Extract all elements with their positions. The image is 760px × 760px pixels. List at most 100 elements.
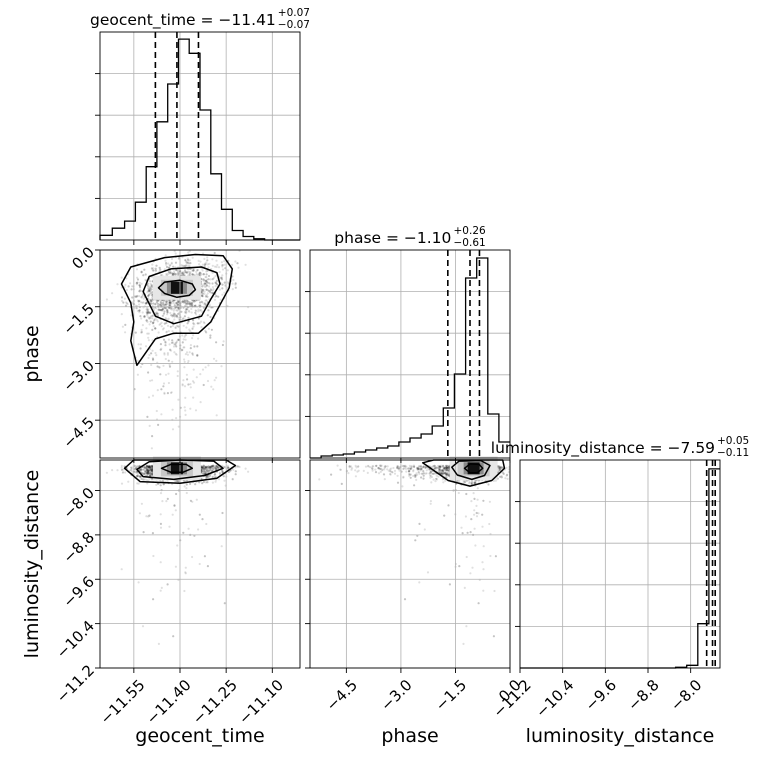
scatter-point [140,317,143,320]
scatter-point [209,334,212,337]
scatter-point [149,298,152,301]
scatter-point [165,262,168,265]
scatter-point [125,288,128,292]
scatter-point [147,371,150,374]
scatter-point [168,306,171,310]
scatter-point [203,282,206,285]
scatter-point [184,566,187,569]
scatter-point [182,317,185,320]
scatter-point [177,338,180,341]
scatter-point [222,475,225,478]
scatter-point [206,295,209,298]
scatter-point [170,314,173,317]
scatter-point [167,271,170,274]
scatter-point [221,343,224,347]
scatter-point [185,271,188,274]
scatter-point [139,288,142,291]
scatter-point [191,337,194,340]
scatter-point [204,295,207,298]
scatter-point [208,304,211,307]
scatter-point [176,301,180,304]
scatter-point [223,602,226,605]
scatter-point [186,322,189,325]
scatter-point [194,483,197,486]
scatter-point [156,302,160,305]
scatter-point [169,348,172,351]
scatter-point [202,288,205,291]
scatter-point [161,308,164,311]
scatter-point [180,310,183,313]
scatter-point [176,370,179,373]
scatter-point [163,392,166,395]
scatter-point [149,379,152,382]
scatter-point [175,345,178,348]
scatter-point [185,487,188,490]
scatter-point [183,315,186,318]
scatter-point [143,466,146,469]
scatter-point [149,286,152,289]
scatter-point [216,279,219,282]
scatter-point [167,338,170,341]
scatter-point [183,385,187,388]
scatter-point [208,282,211,285]
scatter-point [222,340,225,343]
scatter-point [204,285,207,289]
scatter-point [210,328,213,331]
scatter-point [159,301,162,304]
scatter-point [147,356,150,359]
scatter-point [155,409,158,413]
scatter-point [193,345,196,348]
scatter-point [473,513,476,516]
scatter-point [140,331,143,334]
scatter-point [157,423,160,426]
scatter-point [209,466,212,469]
scatter-point [207,266,210,269]
scatter-point [165,307,168,310]
scatter-point [185,373,188,376]
scatter-point [214,464,218,467]
scatter-point [183,299,186,302]
scatter-point [194,309,197,312]
scatter-point [194,304,197,307]
scatter-point [199,274,202,277]
scatter-point [183,358,186,361]
scatter-point [120,296,124,299]
scatter-point [187,258,190,262]
scatter-point [203,282,206,285]
scatter-point [481,561,484,564]
scatter-point [176,300,180,303]
scatter-point [227,466,230,469]
scatter-point [169,303,172,306]
scatter-point [211,282,214,285]
scatter-point [146,311,149,314]
scatter-point [167,317,170,320]
scatter-point [192,269,195,272]
scatter-point [191,256,194,259]
scatter-point [177,257,180,260]
scatter-point [181,273,184,277]
scatter-point [143,315,146,318]
scatter-point [221,287,224,290]
scatter-point [162,301,165,304]
scatter-point [191,273,194,276]
scatter-point [184,300,187,303]
scatter-point [148,280,151,283]
scatter-point [140,282,143,285]
scatter-point [184,413,187,416]
scatter-point [155,264,158,267]
scatter-point [206,281,209,284]
scatter-point [205,276,208,279]
scatter-point [145,311,148,314]
scatter-point [130,466,133,469]
scatter-point [203,555,206,558]
scatter-point [221,293,224,296]
scatter-point [159,268,162,271]
scatter-point [166,303,169,306]
scatter-point [172,273,175,276]
scatter-point [139,475,142,478]
scatter-point [223,281,226,284]
scatter-point [139,347,142,350]
scatter-point [236,465,239,468]
scatter-point [182,301,185,304]
scatter-point [151,357,154,360]
